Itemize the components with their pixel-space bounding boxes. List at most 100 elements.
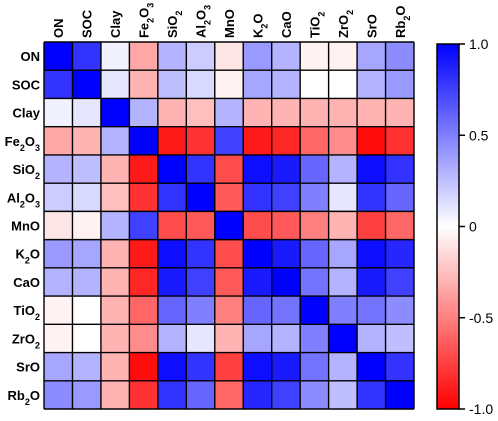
heatmap-cell (129, 239, 159, 269)
label-tail: O (30, 388, 40, 403)
heatmap-cell (243, 380, 272, 410)
row-labels: ONSOCClayFe2O3SiO2Al2O3MnOK2OCaOTiO2ZrO2… (5, 49, 41, 407)
column-label: SiO2 (165, 11, 184, 38)
heatmap-cell (157, 42, 187, 71)
heatmap-cell (300, 380, 329, 410)
heatmap-cell (357, 296, 386, 325)
heatmap-cells (44, 42, 415, 410)
heatmap-cell (214, 380, 244, 410)
label-subscript: 2 (20, 143, 25, 153)
label-base: SiO (13, 162, 35, 177)
heatmap-cell (72, 239, 102, 269)
heatmap-cell (357, 239, 386, 269)
label-base: Al (7, 190, 20, 205)
heatmap-cell (186, 239, 216, 269)
column-label: SrO (364, 14, 379, 38)
heatmap-cell (186, 211, 216, 240)
column-label: Clay (108, 10, 123, 38)
label-base: ZrO (12, 331, 35, 346)
heatmap-cell (271, 239, 301, 269)
heatmap-cell (186, 380, 216, 410)
heatmap-cell (214, 126, 244, 156)
heatmap-cell (357, 324, 386, 353)
label-base: K (250, 28, 265, 38)
label-base: Al (194, 25, 209, 38)
heatmap-cell (214, 267, 244, 297)
heatmap-cell (214, 324, 244, 353)
heatmap-cell (100, 324, 130, 353)
heatmap-cell (385, 239, 415, 269)
colorbar-tick-label: 0.5 (469, 127, 489, 143)
heatmap-cell (300, 183, 329, 212)
heatmap-cell (271, 352, 301, 382)
heatmap-cell (44, 239, 73, 269)
row-label: SrO (16, 360, 40, 375)
heatmap-cell (357, 211, 386, 240)
label-base: Fe (5, 134, 20, 149)
heatmap-cell (186, 352, 216, 382)
label-base: Rb (8, 388, 25, 403)
heatmap-cell (186, 296, 216, 325)
heatmap-cell (72, 211, 102, 240)
heatmap-cell (328, 239, 358, 269)
label-base: SiO (165, 16, 180, 38)
label-base: TiO (307, 17, 322, 38)
heatmap-cell (243, 98, 272, 127)
heatmap-cell (385, 380, 415, 410)
label-base: SrO (16, 360, 40, 375)
colorbar-tick-label: -0.5 (469, 310, 493, 326)
heatmap-cell (157, 239, 187, 269)
heatmap-cell (243, 154, 272, 184)
heatmap-cell (214, 211, 244, 240)
heatmap-cell (243, 267, 272, 297)
heatmap-cell (385, 98, 415, 127)
heatmap-cell (271, 70, 301, 99)
heatmap-cell (328, 98, 358, 127)
heatmap-cell (357, 42, 386, 71)
heatmap-cell (129, 98, 159, 127)
heatmap-cell (271, 211, 301, 240)
label-tail: O (393, 6, 408, 16)
heatmap-cell (157, 126, 187, 156)
heatmap-cell (129, 324, 159, 353)
heatmap-cell (300, 267, 329, 297)
row-label: SOC (12, 77, 41, 92)
heatmap-cell (100, 296, 130, 325)
label-base: SrO (364, 14, 379, 38)
heatmap-cell (328, 324, 358, 353)
heatmap-cell (300, 126, 329, 156)
label-base: K (15, 247, 25, 262)
heatmap-cell (300, 352, 329, 382)
row-label: SiO2 (13, 162, 40, 181)
heatmap-cell (44, 296, 73, 325)
label-subscript: 2 (25, 256, 30, 266)
heatmap-cell (300, 211, 329, 240)
label-base: CaO (13, 275, 40, 290)
row-label: TiO2 (14, 303, 40, 322)
heatmap-cell (214, 352, 244, 382)
label-base: ON (51, 18, 66, 38)
column-label: ZrO2 (336, 10, 355, 38)
heatmap-cell (243, 352, 272, 382)
heatmap-cell (328, 126, 358, 156)
heatmap-cell (72, 324, 102, 353)
heatmap-cell (243, 183, 272, 212)
label-subscript: 2 (316, 12, 326, 17)
label-base: Clay (13, 106, 41, 121)
row-label: Rb2O (8, 388, 40, 407)
heatmap-cell (157, 324, 187, 353)
label-base: Fe (137, 23, 152, 38)
heatmap-cell (129, 352, 159, 382)
heatmap-cell (385, 42, 415, 71)
label-base: SOC (12, 77, 41, 92)
label-subscript: 3 (35, 199, 40, 209)
label-tail: O (137, 8, 152, 18)
heatmap-cell (385, 183, 415, 212)
heatmap-cell (186, 154, 216, 184)
heatmap-cell (328, 42, 358, 71)
column-label: SOC (80, 9, 95, 38)
heatmap-cell (271, 98, 301, 127)
heatmap-cell (157, 154, 187, 184)
heatmap-cell (385, 70, 415, 99)
column-label: Al2O3 (194, 5, 213, 38)
